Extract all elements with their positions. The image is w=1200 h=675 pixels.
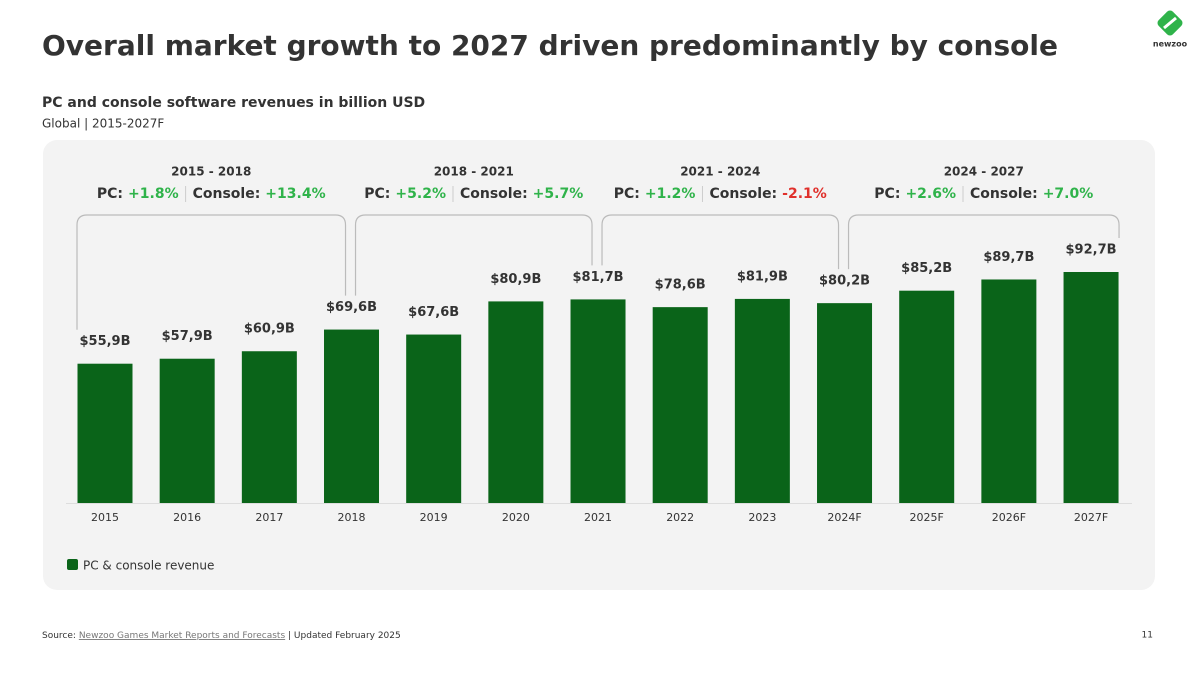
value-label: $60,9B [244, 322, 295, 337]
pc-label: PC: [874, 186, 900, 202]
period-bracket [601, 214, 840, 270]
pc-label: PC: [614, 186, 640, 202]
footer-source: Source: Newzoo Games Market Reports and … [42, 631, 401, 641]
console-growth: Console: +5.7% [460, 186, 583, 202]
console-label: Console: [970, 186, 1038, 202]
value-label: $81,9B [737, 269, 788, 284]
value-label: $80,9B [490, 272, 541, 287]
period-label: 2024 - 2027 [944, 165, 1024, 179]
bar [1063, 272, 1119, 503]
value-label: $92,7B [1066, 243, 1117, 258]
x-tick-label: 2025F [910, 511, 944, 524]
source-label: Source: [42, 631, 76, 641]
period-bracket [847, 214, 1120, 270]
pc-growth: PC: +5.2% [364, 186, 446, 202]
pc-growth: PC: +2.6% [874, 186, 956, 202]
page-number: 11 [1142, 631, 1153, 641]
bar [817, 303, 873, 503]
x-tick-label: 2024F [827, 511, 861, 524]
period-label: 2015 - 2018 [171, 165, 251, 179]
pc-value: +1.2% [645, 186, 696, 202]
x-tick-label: 2022 [666, 511, 694, 524]
console-growth: Console: +13.4% [193, 186, 326, 202]
plot: $55,9B 2015 $57,9B 2016 $60,9B 2017 $69,6B 2018… [76, 165, 1120, 524]
period-bracket [354, 214, 593, 296]
value-label: $57,9B [162, 329, 213, 344]
console-value: +7.0% [1043, 186, 1094, 202]
source-link[interactable]: Newzoo Games Market Reports and Forecast… [79, 631, 286, 641]
chart-title: Overall market growth to 2027 driven pre… [42, 29, 1058, 62]
bar [77, 363, 133, 503]
value-label: $69,6B [326, 300, 377, 315]
pc-value: +5.2% [395, 186, 446, 202]
pc-growth: PC: +1.8% [97, 186, 179, 202]
logo-icon-stroke [1163, 16, 1177, 30]
bar [570, 299, 626, 503]
x-tick-label: 2019 [420, 511, 448, 524]
console-label: Console: [193, 186, 261, 202]
pc-value: +2.6% [905, 186, 956, 202]
x-tick-label: 2021 [584, 511, 612, 524]
source-updated: | Updated February 2025 [288, 631, 401, 641]
subtitle: PC and console software revenues in bill… [42, 95, 425, 111]
period-label: 2018 - 2021 [434, 165, 514, 179]
x-tick-label: 2027F [1074, 511, 1108, 524]
bar [159, 358, 215, 503]
console-growth: Console: +7.0% [970, 186, 1093, 202]
period-label: 2021 - 2024 [680, 165, 760, 179]
period-bracket [76, 214, 347, 330]
x-tick-label: 2018 [338, 511, 366, 524]
x-tick-label: 2015 [91, 511, 119, 524]
logo: newzoo [1153, 10, 1188, 49]
x-tick-label: 2017 [255, 511, 283, 524]
bar [406, 334, 462, 503]
console-growth: Console: -2.1% [709, 186, 826, 202]
x-tick-label: 2023 [748, 511, 776, 524]
console-value: -2.1% [782, 186, 827, 202]
pc-growth: PC: +1.2% [614, 186, 696, 202]
value-label: $80,2B [819, 274, 870, 289]
value-label: $85,2B [901, 261, 952, 276]
pc-label: PC: [364, 186, 390, 202]
x-tick-label: 2020 [502, 511, 530, 524]
value-label: $89,7B [983, 250, 1034, 265]
value-label: $55,9B [79, 334, 130, 349]
legend-label: PC & console revenue [83, 559, 214, 573]
console-label: Console: [709, 186, 777, 202]
x-tick-label: 2026F [992, 511, 1026, 524]
bar [734, 298, 790, 503]
logo-text: newzoo [1153, 40, 1188, 49]
bar [488, 301, 544, 503]
value-label: $67,6B [408, 305, 459, 320]
x-tick-label: 2016 [173, 511, 201, 524]
legend-swatch [67, 559, 78, 570]
console-value: +5.7% [533, 186, 584, 202]
bar [652, 307, 708, 503]
bar [324, 329, 380, 503]
pc-value: +1.8% [128, 186, 179, 202]
value-label: $81,7B [573, 270, 624, 285]
pc-label: PC: [97, 186, 123, 202]
console-label: Console: [460, 186, 528, 202]
bar [899, 290, 955, 503]
caption: Global | 2015-2027F [42, 117, 164, 131]
value-label: $78,6B [655, 278, 706, 293]
console-value: +13.4% [265, 186, 325, 202]
bar [981, 279, 1037, 503]
bar [241, 351, 297, 503]
